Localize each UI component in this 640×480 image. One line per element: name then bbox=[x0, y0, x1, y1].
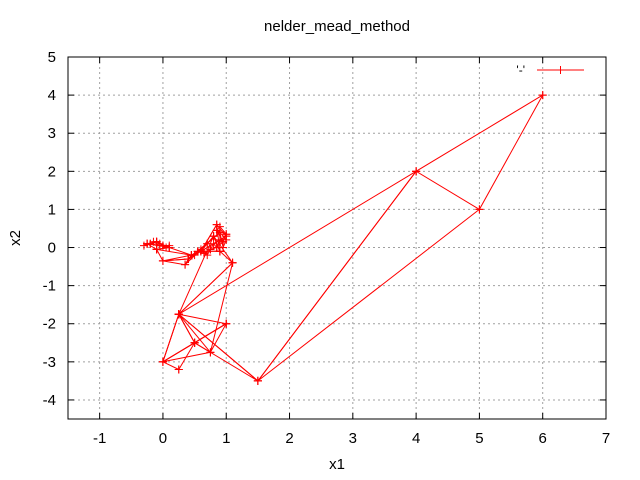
x-tick-label: 5 bbox=[475, 430, 483, 447]
y-tick-label: 0 bbox=[48, 240, 56, 257]
y-tick-label: 2 bbox=[48, 163, 56, 180]
data-point bbox=[155, 241, 164, 250]
series-line-segment bbox=[257, 170, 480, 382]
y-tick-label: -4 bbox=[43, 392, 56, 409]
y-tick-label: -2 bbox=[43, 316, 56, 333]
x-tick-label: 2 bbox=[285, 430, 293, 447]
legend: '-' bbox=[516, 63, 584, 77]
data-point bbox=[174, 310, 183, 319]
series-line-segment bbox=[177, 170, 417, 382]
y-tick-label: 3 bbox=[48, 125, 56, 142]
x-axis-label: x1 bbox=[329, 456, 345, 473]
data-point bbox=[158, 256, 167, 265]
data-point bbox=[212, 243, 221, 252]
plot-frame bbox=[67, 56, 607, 420]
data-point bbox=[412, 167, 421, 176]
series-line-segment bbox=[178, 323, 227, 370]
data-point bbox=[190, 338, 199, 347]
series-layer bbox=[139, 91, 547, 385]
series-line-segment bbox=[162, 254, 193, 262]
data-point bbox=[193, 247, 202, 256]
series-line-segment bbox=[209, 242, 218, 250]
x-tick-label: 1 bbox=[222, 430, 230, 447]
data-point bbox=[206, 245, 215, 254]
data-point bbox=[174, 365, 183, 374]
series-line-segment bbox=[415, 94, 544, 211]
data-point bbox=[146, 239, 155, 248]
x-tick-label: 6 bbox=[539, 430, 547, 447]
y-tick-label: 4 bbox=[48, 87, 56, 104]
series-line-segment bbox=[161, 312, 196, 363]
x-tick-label: -1 bbox=[93, 430, 106, 447]
y-tick-label: -3 bbox=[43, 354, 56, 371]
data-point bbox=[200, 249, 209, 258]
series-line-segment bbox=[178, 261, 234, 353]
series-0 bbox=[139, 91, 547, 385]
data-point bbox=[158, 357, 167, 366]
y-axis-label: x2 bbox=[7, 230, 24, 246]
x-tick-label: 4 bbox=[412, 430, 420, 447]
data-point bbox=[475, 205, 484, 214]
x-tick-label: 3 bbox=[349, 430, 357, 447]
series-line-segment bbox=[162, 361, 180, 370]
y-tick-label: 5 bbox=[48, 49, 56, 66]
grid bbox=[68, 57, 606, 419]
series-line-segment bbox=[150, 241, 161, 247]
series-line-segment bbox=[216, 239, 224, 248]
data-point bbox=[253, 376, 262, 385]
series-line-segment bbox=[161, 313, 228, 363]
data-point bbox=[222, 319, 231, 328]
data-point bbox=[222, 230, 231, 239]
data-point bbox=[206, 348, 215, 357]
x-tick-label: 7 bbox=[602, 430, 610, 447]
y-tick-label: -1 bbox=[43, 278, 56, 295]
x-tick-label: 0 bbox=[159, 430, 167, 447]
y-tick-label: 1 bbox=[48, 201, 56, 218]
legend-label: '-' bbox=[516, 63, 525, 77]
data-point bbox=[219, 237, 228, 246]
data-point bbox=[228, 258, 237, 267]
ticks: -1 0 1 2 3 4 5 6 7 -4 -3 -2 -1 0 1 2 3 4 5 bbox=[43, 49, 611, 447]
series-line-segment bbox=[215, 229, 227, 243]
data-point bbox=[187, 251, 196, 260]
data-point bbox=[538, 91, 547, 100]
chart-title: nelder_mead_method bbox=[264, 18, 410, 35]
data-point bbox=[215, 222, 224, 231]
legend-marker bbox=[556, 66, 565, 74]
data-point bbox=[181, 260, 190, 269]
